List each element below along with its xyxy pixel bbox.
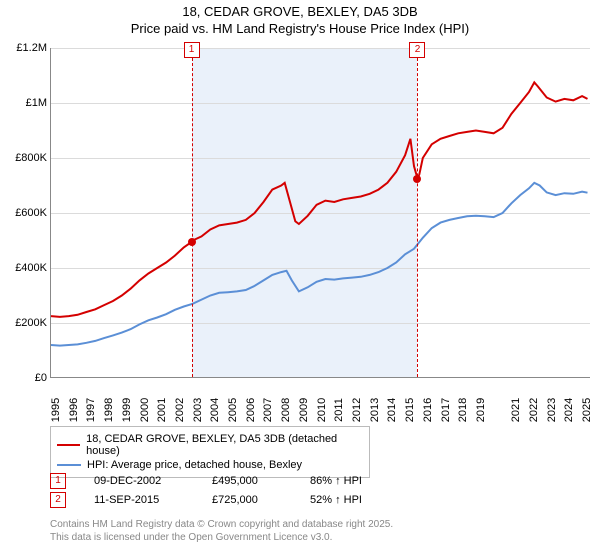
event-hpi: 86% ↑ HPI	[310, 475, 400, 487]
chart-title: 18, CEDAR GROVE, BEXLEY, DA5 3DB Price p…	[0, 0, 600, 38]
x-axis-label: 2003	[192, 398, 204, 422]
series-line	[51, 183, 588, 346]
x-axis-label: 2018	[457, 398, 469, 422]
footer-line-2: This data is licensed under the Open Gov…	[50, 531, 393, 544]
legend-label: 18, CEDAR GROVE, BEXLEY, DA5 3DB (detach…	[86, 433, 363, 457]
x-axis-label: 1998	[103, 398, 115, 422]
x-axis-label: 2023	[546, 398, 558, 422]
legend-row: 18, CEDAR GROVE, BEXLEY, DA5 3DB (detach…	[57, 433, 363, 457]
event-date: 09-DEC-2002	[94, 475, 184, 487]
events-table: 1 09-DEC-2002 £495,000 86% ↑ HPI 2 11-SE…	[50, 470, 590, 511]
x-axis-label: 2022	[528, 398, 540, 422]
x-axis-label: 1996	[68, 398, 80, 422]
y-axis-label: £200K	[15, 317, 47, 329]
event-marker-box: 2	[409, 42, 425, 58]
y-axis-label: £1.2M	[16, 42, 47, 54]
event-line	[417, 48, 418, 377]
event-price: £725,000	[212, 494, 282, 506]
x-axis-label: 2016	[422, 398, 434, 422]
x-axis-label: 2009	[298, 398, 310, 422]
x-axis-label: 2019	[475, 398, 487, 422]
event-date: 11-SEP-2015	[94, 494, 184, 506]
y-axis-label: £0	[35, 372, 47, 384]
x-axis-label: 2007	[262, 398, 274, 422]
x-axis-label: 2010	[316, 398, 328, 422]
event-hpi: 52% ↑ HPI	[310, 494, 400, 506]
event-marker-icon: 2	[50, 492, 66, 508]
data-point-marker	[413, 175, 421, 183]
x-axis-label: 2024	[563, 398, 575, 422]
x-axis-label: 2005	[227, 398, 239, 422]
plot-svg	[51, 48, 591, 378]
x-axis-label: 1995	[50, 398, 62, 422]
footer: Contains HM Land Registry data © Crown c…	[50, 518, 393, 544]
title-line-1: 18, CEDAR GROVE, BEXLEY, DA5 3DB	[0, 4, 600, 21]
y-axis-label: £400K	[15, 262, 47, 274]
x-axis-label: 2014	[386, 398, 398, 422]
event-row: 1 09-DEC-2002 £495,000 86% ↑ HPI	[50, 473, 590, 489]
plot-area: £0£200K£400K£600K£800K£1M£1.2M12	[50, 48, 590, 378]
event-price: £495,000	[212, 475, 282, 487]
x-axis-label: 2021	[510, 398, 522, 422]
event-marker-box: 1	[184, 42, 200, 58]
x-axis-labels: 1995 1996 1997 1998 1999 2000 2001 2002 2003 2004…	[50, 380, 590, 420]
x-axis-label: 2001	[156, 398, 168, 422]
x-axis-label: 2025	[581, 398, 593, 422]
event-marker-icon: 1	[50, 473, 66, 489]
event-row: 2 11-SEP-2015 £725,000 52% ↑ HPI	[50, 492, 590, 508]
footer-line-1: Contains HM Land Registry data © Crown c…	[50, 518, 393, 531]
x-axis-label: 2012	[351, 398, 363, 422]
y-axis-label: £1M	[26, 97, 47, 109]
legend-swatch	[57, 444, 80, 446]
y-axis-label: £800K	[15, 152, 47, 164]
x-axis-label: 2004	[209, 398, 221, 422]
x-axis-label: 2013	[369, 398, 381, 422]
x-axis-label: 1997	[85, 398, 97, 422]
x-axis-label: 2015	[404, 398, 416, 422]
data-point-marker	[188, 238, 196, 246]
x-axis-label: 2017	[440, 398, 452, 422]
x-axis-label: 2002	[174, 398, 186, 422]
legend-swatch	[57, 464, 81, 466]
title-line-2: Price paid vs. HM Land Registry's House …	[0, 21, 600, 38]
x-axis-label: 2008	[280, 398, 292, 422]
event-line	[192, 48, 193, 377]
x-axis-label: 1999	[121, 398, 133, 422]
x-axis-label: 2011	[333, 398, 345, 422]
y-axis-label: £600K	[15, 207, 47, 219]
x-axis-label: 2006	[245, 398, 257, 422]
x-axis-label: 2000	[139, 398, 151, 422]
